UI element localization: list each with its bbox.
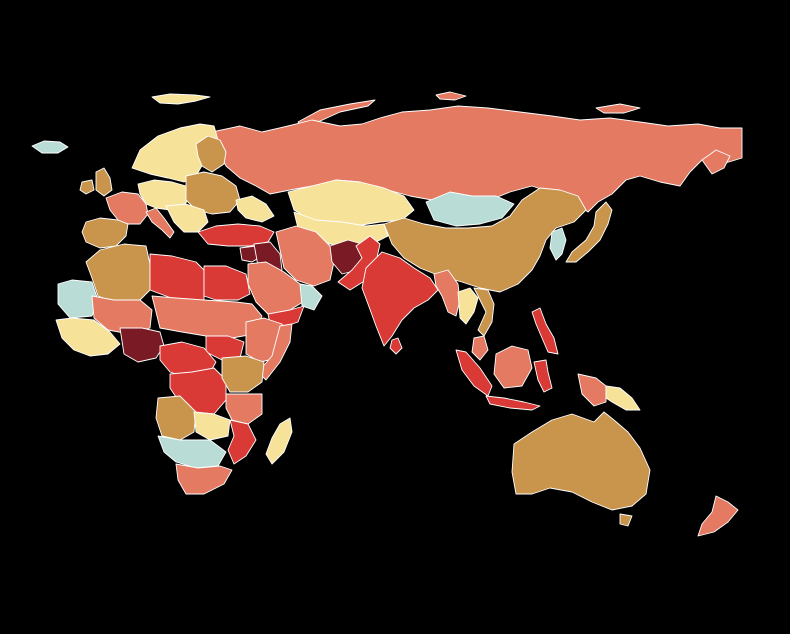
region-australia[interactable] — [511, 411, 651, 511]
region-sulawesi[interactable] — [533, 359, 553, 393]
region-thailand[interactable] — [457, 287, 479, 325]
region-sumatra[interactable] — [455, 349, 493, 397]
region-kenya-uganda[interactable] — [221, 355, 265, 393]
region-iberia[interactable] — [81, 217, 129, 249]
region-pakistan[interactable] — [337, 235, 381, 291]
region-turkey[interactable] — [197, 223, 275, 247]
region-balkans[interactable] — [165, 203, 209, 233]
region-angola[interactable] — [155, 395, 197, 441]
region-java[interactable] — [485, 395, 541, 411]
region-oman[interactable] — [299, 283, 323, 311]
region-iceland[interactable] — [31, 140, 69, 154]
region-italy[interactable] — [145, 207, 175, 239]
region-malaysia[interactable] — [471, 335, 489, 361]
region-tasmania[interactable] — [619, 513, 633, 527]
region-tanzania[interactable] — [225, 393, 263, 425]
region-kamchatka[interactable] — [701, 149, 731, 175]
region-japan[interactable] — [565, 201, 613, 263]
region-mozambique[interactable] — [227, 419, 257, 465]
region-western-europe[interactable] — [105, 191, 149, 225]
region-finland[interactable] — [195, 135, 227, 173]
region-madagascar[interactable] — [265, 417, 293, 465]
region-taymyr-islands[interactable] — [595, 103, 641, 114]
region-west-africa-coast[interactable] — [55, 317, 121, 357]
region-egypt[interactable] — [203, 265, 251, 301]
region-iran[interactable] — [275, 225, 335, 287]
region-mali-niger[interactable] — [91, 295, 153, 335]
region-india[interactable] — [361, 251, 439, 347]
region-new-guinea-east[interactable] — [605, 385, 641, 411]
country-layer — [31, 91, 743, 537]
region-borneo[interactable] — [493, 345, 533, 389]
region-new-zealand[interactable] — [697, 495, 739, 537]
region-sri-lanka[interactable] — [389, 337, 403, 355]
region-arctic-islands[interactable] — [435, 91, 467, 101]
region-svalbard[interactable] — [151, 93, 211, 105]
region-philippines[interactable] — [531, 307, 559, 355]
region-great-britain[interactable] — [95, 167, 113, 197]
region-zambia[interactable] — [193, 411, 231, 441]
region-south-africa[interactable] — [175, 463, 233, 495]
region-ireland[interactable] — [79, 179, 95, 195]
region-eastern-europe[interactable] — [185, 171, 241, 215]
region-new-guinea-west[interactable] — [577, 373, 607, 407]
region-myanmar[interactable] — [433, 269, 461, 317]
region-saudi-arabia[interactable] — [247, 261, 307, 317]
region-mongolia[interactable] — [425, 191, 515, 227]
region-somalia[interactable] — [257, 323, 293, 381]
region-korea[interactable] — [549, 227, 567, 261]
region-caucasus[interactable] — [235, 195, 275, 223]
